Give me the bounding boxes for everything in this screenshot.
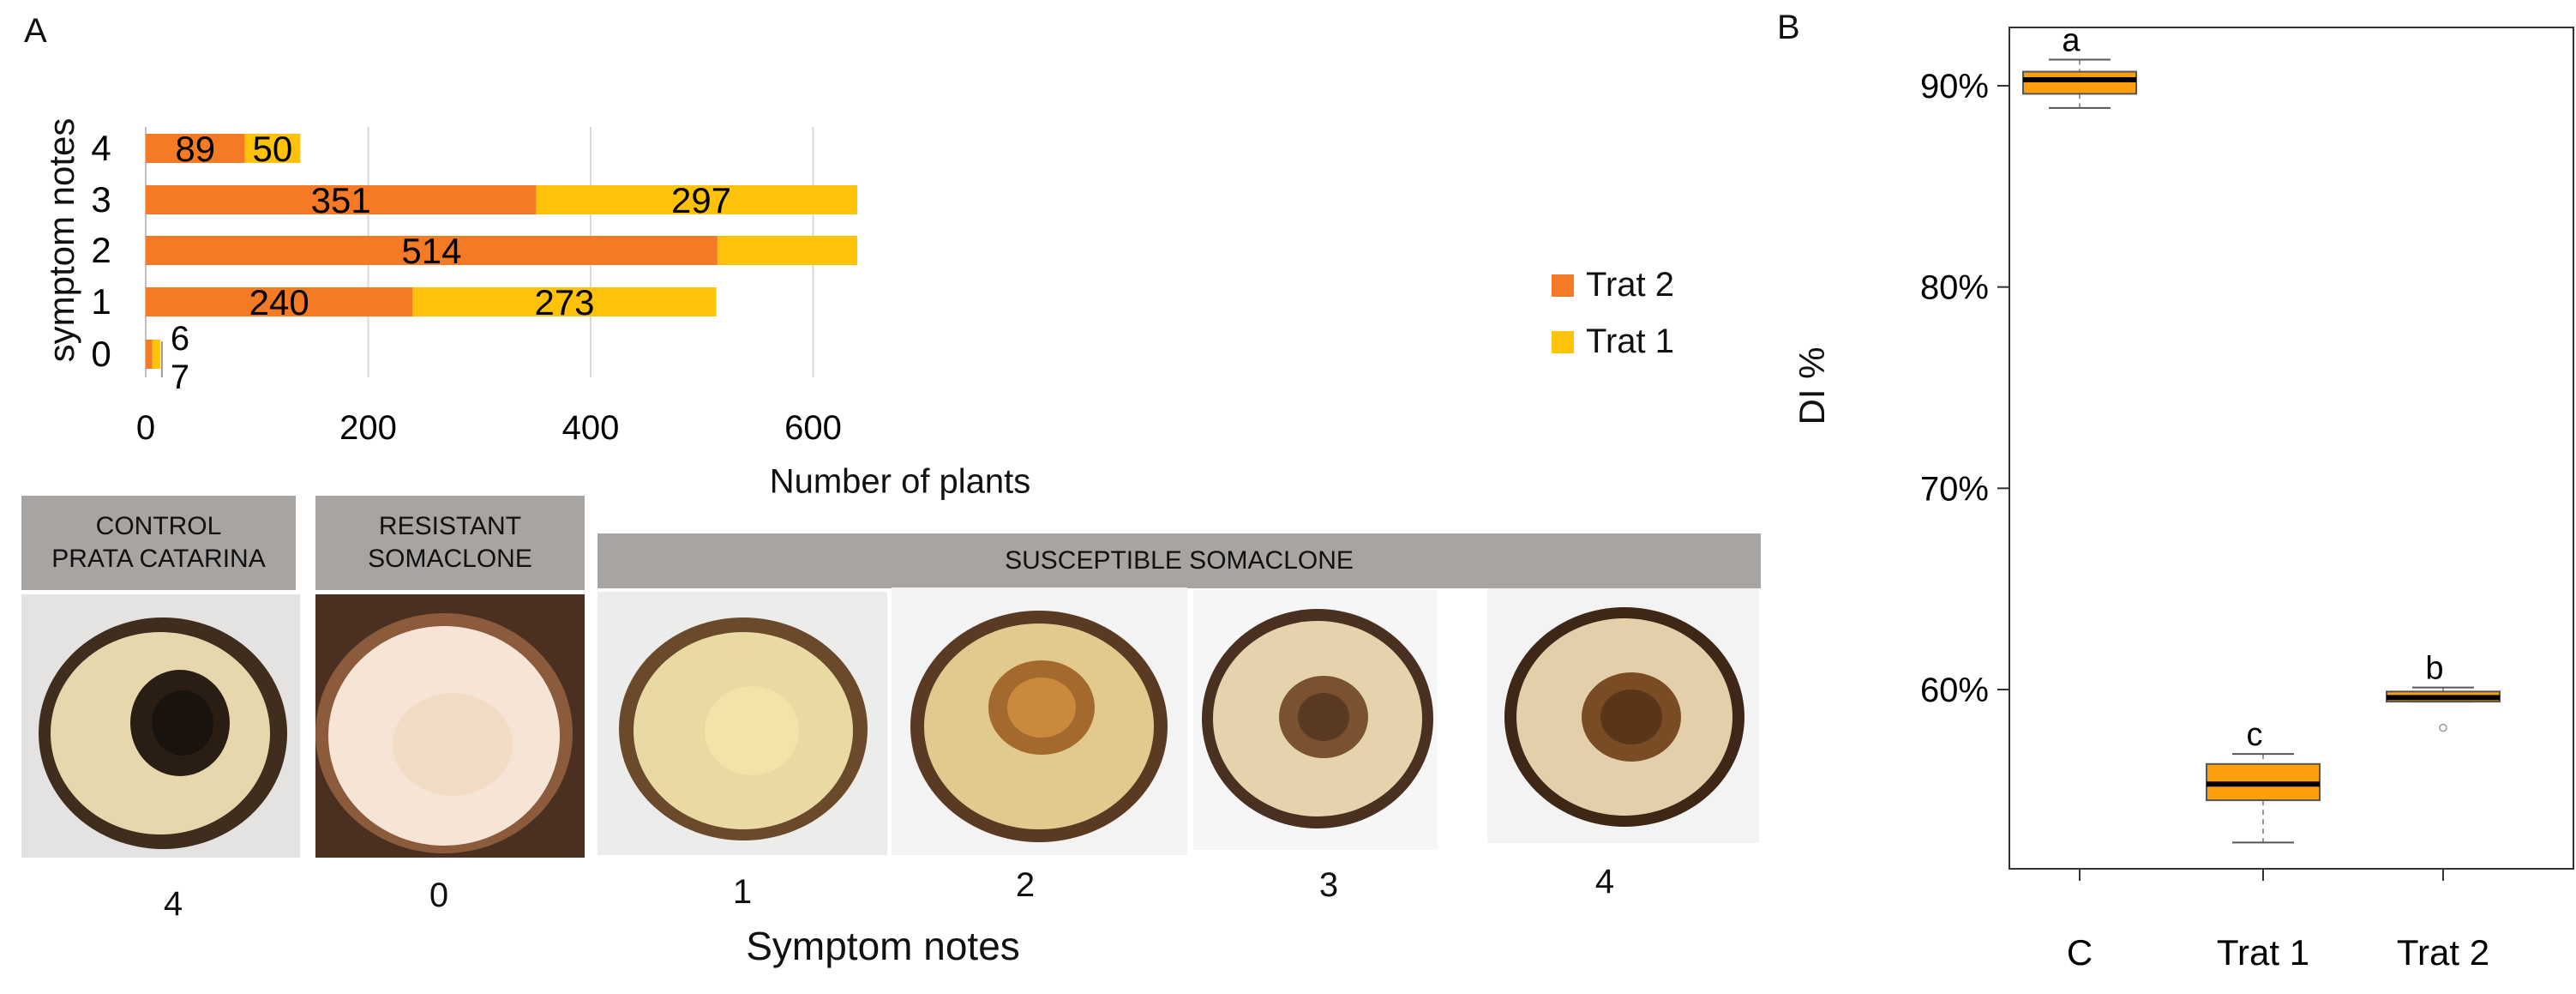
stacked-bar-chart: 0200400600800100012000123424027351457335… — [91, 127, 857, 447]
bar-chart-ylabel: symptom notes — [41, 117, 81, 363]
significance-letter: b — [2425, 651, 2443, 687]
y-tick-label: 1 — [91, 281, 111, 322]
legend-label-trat1: Trat 1 — [1586, 322, 1674, 360]
panel-b-letter: B — [1777, 9, 1800, 46]
corm-note-4-image — [1504, 607, 1744, 827]
box-chart-ylabel: DI % — [1792, 346, 1832, 425]
bar-chart-xlabel: Number of plants — [769, 462, 1031, 501]
corm-resistant-image — [315, 594, 585, 858]
x-tick-label: 0 — [136, 409, 155, 447]
bar-trat2 — [146, 134, 245, 163]
photo-control — [21, 594, 300, 858]
y-tick-label: 80% — [1920, 269, 1989, 307]
bar-label-trat1: 50 — [253, 129, 293, 169]
header-susceptible-label: SUSCEPTIBLE SOMACLONE — [1005, 546, 1354, 575]
y-tick-label: 60% — [1920, 672, 1989, 709]
corm-note-3-image — [1202, 609, 1433, 828]
x-tick-label: Trat 1 — [2217, 932, 2309, 973]
bar-trat1 — [717, 236, 857, 265]
legend-label-trat2: Trat 2 — [1586, 266, 1674, 304]
legend-item-trat2: Trat 2 — [1552, 266, 1674, 304]
box — [2022, 70, 2137, 95]
bar-label-trat1: 297 — [671, 180, 731, 220]
box-plot-chart: 60% 70% 80% 90% Ca Trat 1 c Trat 2 b — [1920, 22, 2574, 973]
corm-control-image — [39, 617, 287, 849]
header-control-line1: CONTROL — [95, 512, 222, 540]
x-tick-label: C — [2067, 932, 2093, 973]
outlier-point — [2439, 723, 2447, 732]
photo-note-label-2: 2 — [1015, 866, 1036, 904]
panel-a-letter: A — [24, 12, 47, 50]
header-resistant-line2: SOMACLONE — [368, 545, 532, 573]
significance-letter: a — [2062, 22, 2081, 58]
bar-trat1 — [412, 287, 717, 316]
photos-xlabel: Symptom notes — [746, 924, 1020, 968]
photo-note-2 — [892, 587, 1187, 855]
header-resistant: RESISTANT SOMACLONE — [315, 496, 585, 590]
y-tick-label: 0 — [91, 334, 111, 374]
y-tick-label: 3 — [91, 179, 111, 220]
legend-swatch-trat1 — [1552, 330, 1574, 353]
corm-note-1-image — [619, 617, 868, 840]
bar-label-trat2: 351 — [311, 180, 371, 220]
bar-label-trat2: 514 — [401, 231, 461, 271]
y-tick-label: 90% — [1920, 68, 1989, 105]
x-tick-label: 600 — [784, 409, 842, 447]
bar-trat1 — [244, 134, 301, 163]
photo-note-label-4: 4 — [1594, 863, 1615, 901]
bar-trat1 — [536, 185, 857, 214]
plot-frame — [2009, 27, 2574, 870]
bar-trat2 — [146, 236, 718, 265]
corm-note-2-image — [910, 611, 1168, 842]
header-control: CONTROL PRATA CATARINA — [21, 496, 296, 590]
photo-note-1 — [597, 592, 887, 855]
y-tick-label: 70% — [1920, 470, 1989, 508]
significance-letter: c — [2247, 717, 2263, 753]
bar-label-trat1: 273 — [534, 282, 594, 322]
y-tick-label: 2 — [91, 230, 111, 270]
photo-note-label-3: 3 — [1318, 866, 1339, 904]
bar-trat2 — [146, 287, 413, 316]
photo-note-4 — [1487, 588, 1759, 843]
x-tick-label: 200 — [339, 409, 397, 447]
header-resistant-line1: RESISTANT — [378, 512, 522, 540]
x-tick-label: 400 — [562, 409, 620, 447]
legend-swatch-trat2 — [1552, 274, 1574, 297]
bar-label-trat2-zero: 6 — [171, 320, 189, 358]
bar-trat2 — [146, 185, 537, 214]
photo-note-3 — [1193, 590, 1438, 850]
photo-note-label-resistant: 0 — [429, 877, 449, 914]
legend-item-trat1: Trat 1 — [1552, 322, 1674, 361]
photo-note-label-control: 4 — [163, 885, 183, 923]
bar-label-trat1-zero: 7 — [171, 358, 189, 396]
header-susceptible: SUSCEPTIBLE SOMACLONE — [597, 533, 1761, 588]
x-tick-label: Trat 2 — [2397, 932, 2489, 973]
photo-note-label-1: 1 — [732, 873, 753, 911]
y-tick-label: 4 — [91, 128, 111, 168]
bar-label-trat2: 240 — [249, 282, 309, 322]
photo-resistant — [315, 594, 585, 858]
bar-trat1 — [152, 340, 160, 369]
bar-label-trat2: 89 — [175, 129, 215, 169]
bar-trat2 — [146, 340, 153, 369]
header-control-line2: PRATA CATARINA — [51, 545, 266, 573]
